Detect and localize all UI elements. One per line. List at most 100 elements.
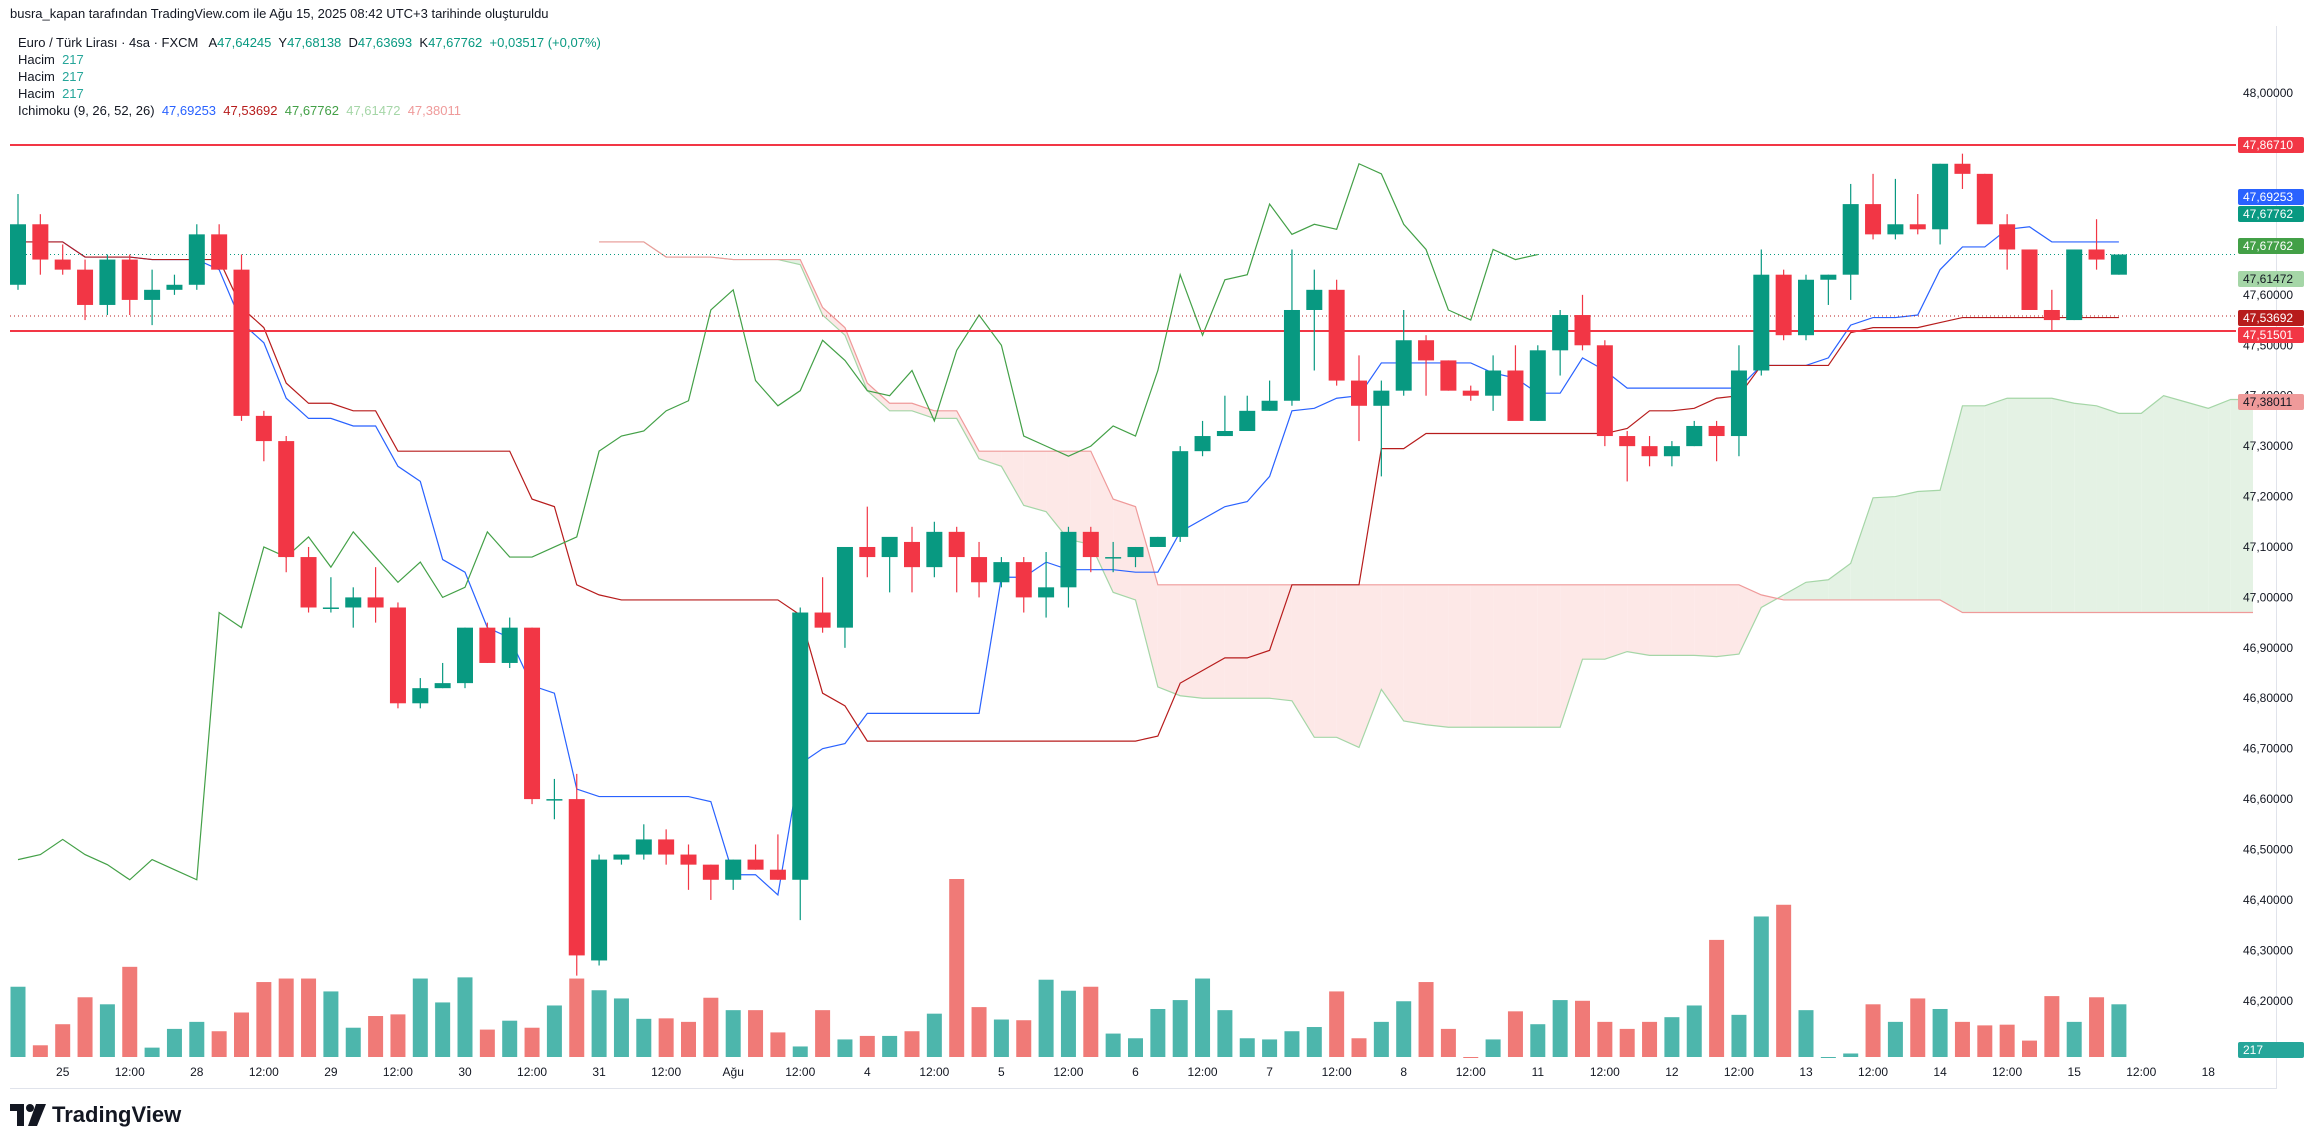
candle-body bbox=[1105, 557, 1122, 559]
ichimoku-cloud-segment bbox=[1359, 584, 1382, 748]
volume-bar bbox=[524, 1027, 540, 1057]
ichimoku-cloud-segment bbox=[1269, 584, 1292, 701]
ichimoku-cloud-segment bbox=[979, 451, 1002, 467]
volume-bar bbox=[2044, 996, 2060, 1057]
volume-value: 217 bbox=[62, 69, 84, 84]
tradingview-logo-icon bbox=[10, 1104, 46, 1126]
candle-body bbox=[1060, 531, 1077, 588]
time-tick-label: 12:00 bbox=[919, 1065, 949, 1079]
candle-body bbox=[211, 234, 228, 270]
candle-body bbox=[501, 627, 518, 663]
ichimoku-cloud-segment bbox=[1962, 405, 1985, 613]
volume-legend-3[interactable]: Hacim 217 bbox=[18, 85, 601, 102]
ichimoku-label: Ichimoku (9, 26, 52, 26) bbox=[18, 103, 155, 118]
tenkan-price-badge bbox=[2238, 189, 2304, 205]
volume-bar bbox=[1753, 916, 1769, 1057]
ichimoku-legend[interactable]: Ichimoku (9, 26, 52, 26) 47,69253 47,536… bbox=[18, 102, 601, 119]
ichimoku-cloud-segment bbox=[1694, 584, 1717, 657]
time-tick-label: 30 bbox=[458, 1065, 472, 1079]
candle-body bbox=[412, 688, 429, 704]
volume-bar bbox=[1440, 1028, 1456, 1057]
time-tick-label: 12:00 bbox=[2126, 1065, 2156, 1079]
senkou-span-b-line bbox=[599, 241, 2253, 614]
ichimoku-cloud-segment bbox=[1917, 490, 1941, 600]
volume-badge-text: 217 bbox=[2243, 1043, 2263, 1057]
ichimoku-cloud-segment bbox=[889, 403, 912, 411]
volume-bar bbox=[1016, 1020, 1032, 1057]
chart-legend: Euro / Türk Lirası · 4sa · FXCM A47,6424… bbox=[18, 34, 601, 119]
ichimoku-cloud-segment bbox=[867, 383, 890, 411]
low-value: 47,63693 bbox=[357, 35, 413, 50]
volume-bar bbox=[1038, 979, 1054, 1057]
volume-bar bbox=[390, 1014, 406, 1057]
candle-body bbox=[121, 259, 138, 300]
chart-frame[interactable] bbox=[10, 26, 2277, 1089]
candle-body bbox=[345, 597, 362, 608]
candle-body bbox=[233, 269, 250, 416]
candle-body bbox=[1440, 360, 1457, 391]
volume-bar bbox=[1507, 1011, 1523, 1057]
candle-body bbox=[680, 854, 697, 865]
volume-bar bbox=[2066, 1021, 2082, 1057]
volume-bar bbox=[591, 990, 607, 1057]
ichimoku-cloud-segment bbox=[1381, 584, 1404, 721]
time-tick-label: 12:00 bbox=[1992, 1065, 2022, 1079]
ichimoku-cloud-segment bbox=[2007, 398, 2030, 613]
ichimoku-cloud-segment bbox=[1783, 582, 1806, 600]
volume-badge bbox=[2238, 1042, 2304, 1058]
resistance-price-badge bbox=[2238, 137, 2304, 153]
candle-body bbox=[881, 536, 898, 558]
volume-legend-1[interactable]: Hacim 217 bbox=[18, 51, 601, 68]
time-tick-label: 12:00 bbox=[1590, 1065, 1620, 1079]
volume-legend-2[interactable]: Hacim 217 bbox=[18, 68, 601, 85]
candle-body bbox=[1887, 224, 1904, 235]
price-tick-label: 46,50000 bbox=[2243, 843, 2293, 857]
ichimoku-cloud-segment bbox=[2074, 403, 2097, 613]
volume-bar bbox=[345, 1027, 361, 1057]
symbol-label: Euro / Türk Lirası · 4sa · FXCM bbox=[18, 35, 199, 50]
ichimoku-cloud-segment bbox=[1806, 579, 1829, 600]
price-tick-label: 46,60000 bbox=[2243, 792, 2293, 806]
ichimoku-cloud-segment bbox=[912, 403, 935, 419]
candle-body bbox=[2066, 249, 2083, 321]
price-tick-label: 47,30000 bbox=[2243, 439, 2293, 453]
senkou-span-a-line bbox=[599, 241, 2253, 749]
candle-body bbox=[702, 864, 719, 880]
volume-bar bbox=[770, 1032, 786, 1057]
candle-body bbox=[1798, 279, 1814, 336]
candle-body bbox=[524, 627, 541, 800]
price-tick-label: 47,20000 bbox=[2243, 490, 2293, 504]
candle-body bbox=[1909, 224, 1926, 230]
candle-body bbox=[2021, 249, 2038, 310]
candle-body bbox=[1619, 436, 1636, 447]
volume-bar bbox=[122, 966, 138, 1057]
candle-body bbox=[546, 799, 563, 801]
candle-body bbox=[1842, 204, 1859, 275]
candle-body bbox=[658, 839, 675, 855]
candle-body bbox=[836, 546, 853, 628]
volume-label: Hacim bbox=[18, 86, 55, 101]
time-tick-label: 8 bbox=[1400, 1065, 1407, 1079]
volume-bar bbox=[1128, 1038, 1143, 1057]
candle-body bbox=[1865, 204, 1882, 235]
candle-body bbox=[434, 683, 451, 689]
ichimoku-cloud-segment bbox=[1336, 584, 1359, 748]
volume-bar bbox=[55, 1024, 71, 1057]
tradingview-logo[interactable]: TradingView bbox=[10, 1102, 181, 1128]
volume-bar bbox=[1373, 1021, 1389, 1057]
ichimoku-cloud-segment bbox=[2118, 413, 2142, 613]
candle-body bbox=[747, 859, 764, 870]
volume-bar bbox=[1619, 1028, 1635, 1057]
volume-bar bbox=[1776, 904, 1792, 1057]
candle-body bbox=[1954, 163, 1971, 174]
candle-body bbox=[2043, 309, 2060, 321]
time-tick-label: 12:00 bbox=[785, 1065, 815, 1079]
price-tick-label: 47,00000 bbox=[2243, 590, 2293, 604]
volume-bar bbox=[166, 1028, 182, 1057]
ichimoku-cloud-segment bbox=[2185, 402, 2209, 613]
volume-bar bbox=[2022, 1040, 2037, 1057]
ichimoku-cloud-segment bbox=[1493, 584, 1516, 728]
candle-body bbox=[1462, 390, 1479, 396]
ichimoku-value: 47,61472 bbox=[346, 103, 401, 118]
